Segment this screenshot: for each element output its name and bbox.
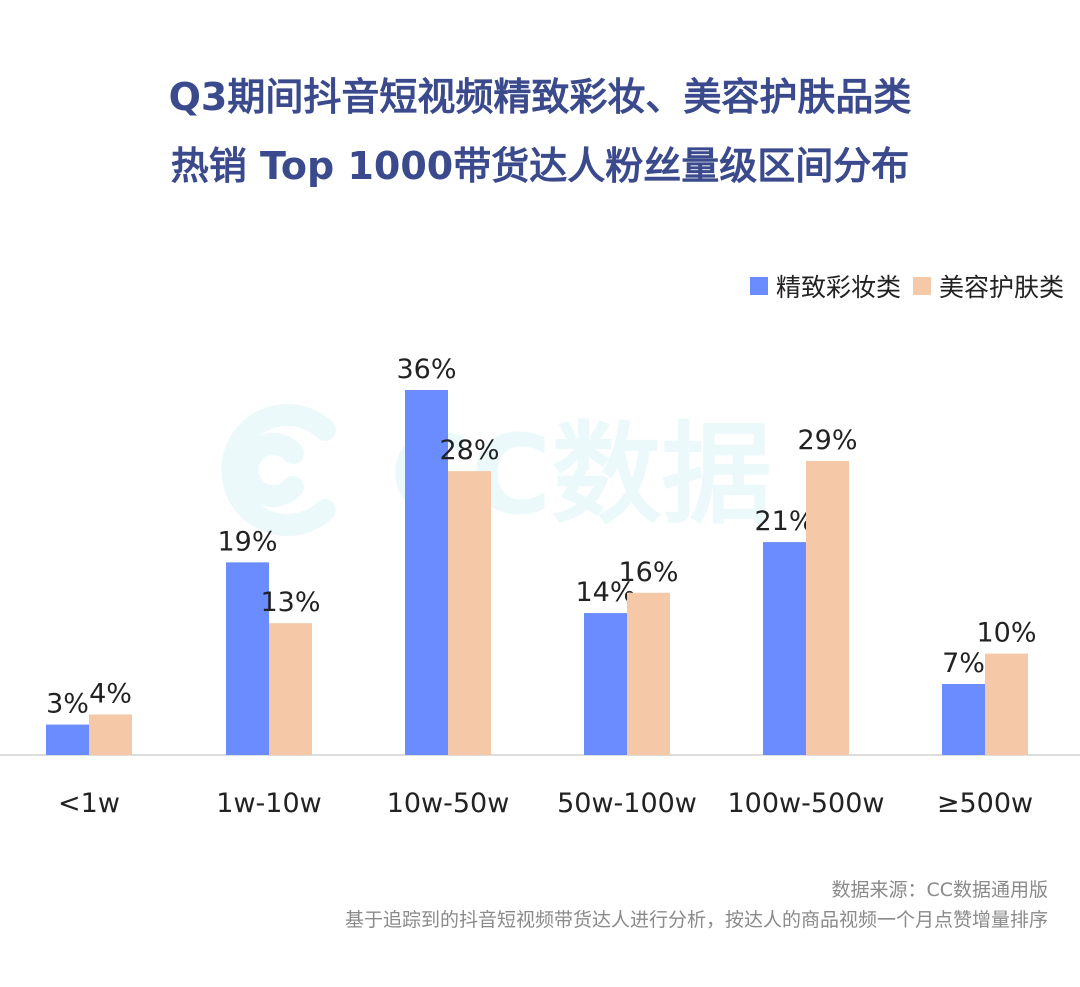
bar-series-2-2 [448,471,491,755]
bar-series-1-3 [584,613,627,755]
data-label-series-2-3: 16% [618,557,678,588]
bar-series-1-5 [942,684,985,755]
data-label-series-2-4: 29% [797,425,857,456]
x-tick-label-2: 10w-50w [387,788,510,819]
bar-series-1-4 [763,542,806,755]
data-label-series-1-2: 36% [396,354,456,385]
bar-series-2-0 [89,714,132,755]
bar-series-1-2 [405,390,448,755]
legend-swatch-series-2 [912,277,931,295]
chart-title-line-2: 热销 Top 1000带货达人粉丝量级区间分布 [170,144,910,188]
methodology-note: 基于追踪到的抖音短视频带货达人进行分析，按达人的商品视频一个月点赞增量排序 [344,909,1048,931]
data-label-series-1-1: 19% [217,526,277,557]
legend-item-series-2: 美容护肤类 [912,268,1064,304]
data-label-series-1-0: 3% [46,689,89,720]
legend-label-series-2: 美容护肤类 [938,273,1064,302]
bar-series-2-1 [269,623,312,755]
data-label-series-1-4: 21% [754,506,814,537]
x-tick-label-1: 1w-10w [216,788,321,819]
data-label-series-2-1: 13% [260,587,320,618]
data-label-series-2-5: 10% [976,618,1036,649]
x-tick-label-0: <1w [58,788,120,819]
legend: 精致彩妆类 美容护肤类 [749,268,1064,304]
bar-series-1-0 [46,724,89,755]
x-tick-label-4: 100w-500w [728,788,885,819]
data-label-series-2-2: 28% [439,435,499,466]
x-tick-label-3: 50w-100w [557,788,697,819]
bar-series-2-4 [806,460,849,755]
data-label-series-1-5: 7% [942,648,985,679]
bar-series-2-3 [627,592,670,755]
bar-series-2-5 [985,653,1028,755]
x-tick-label-5: ≥500w [937,788,1033,819]
data-label-series-2-0: 4% [89,678,132,709]
legend-swatch-series-1 [749,277,768,295]
legend-item-series-1: 精致彩妆类 [749,268,901,304]
data-label-series-1-3: 14% [575,577,635,608]
legend-label-series-1: 精致彩妆类 [775,273,901,302]
source-note: 数据来源：CC数据通用版 [831,879,1048,901]
bar-series-1-1 [226,562,269,755]
chart-title-line-1: Q3期间抖音短视频精致彩妆、美容护肤品类 [168,75,912,119]
